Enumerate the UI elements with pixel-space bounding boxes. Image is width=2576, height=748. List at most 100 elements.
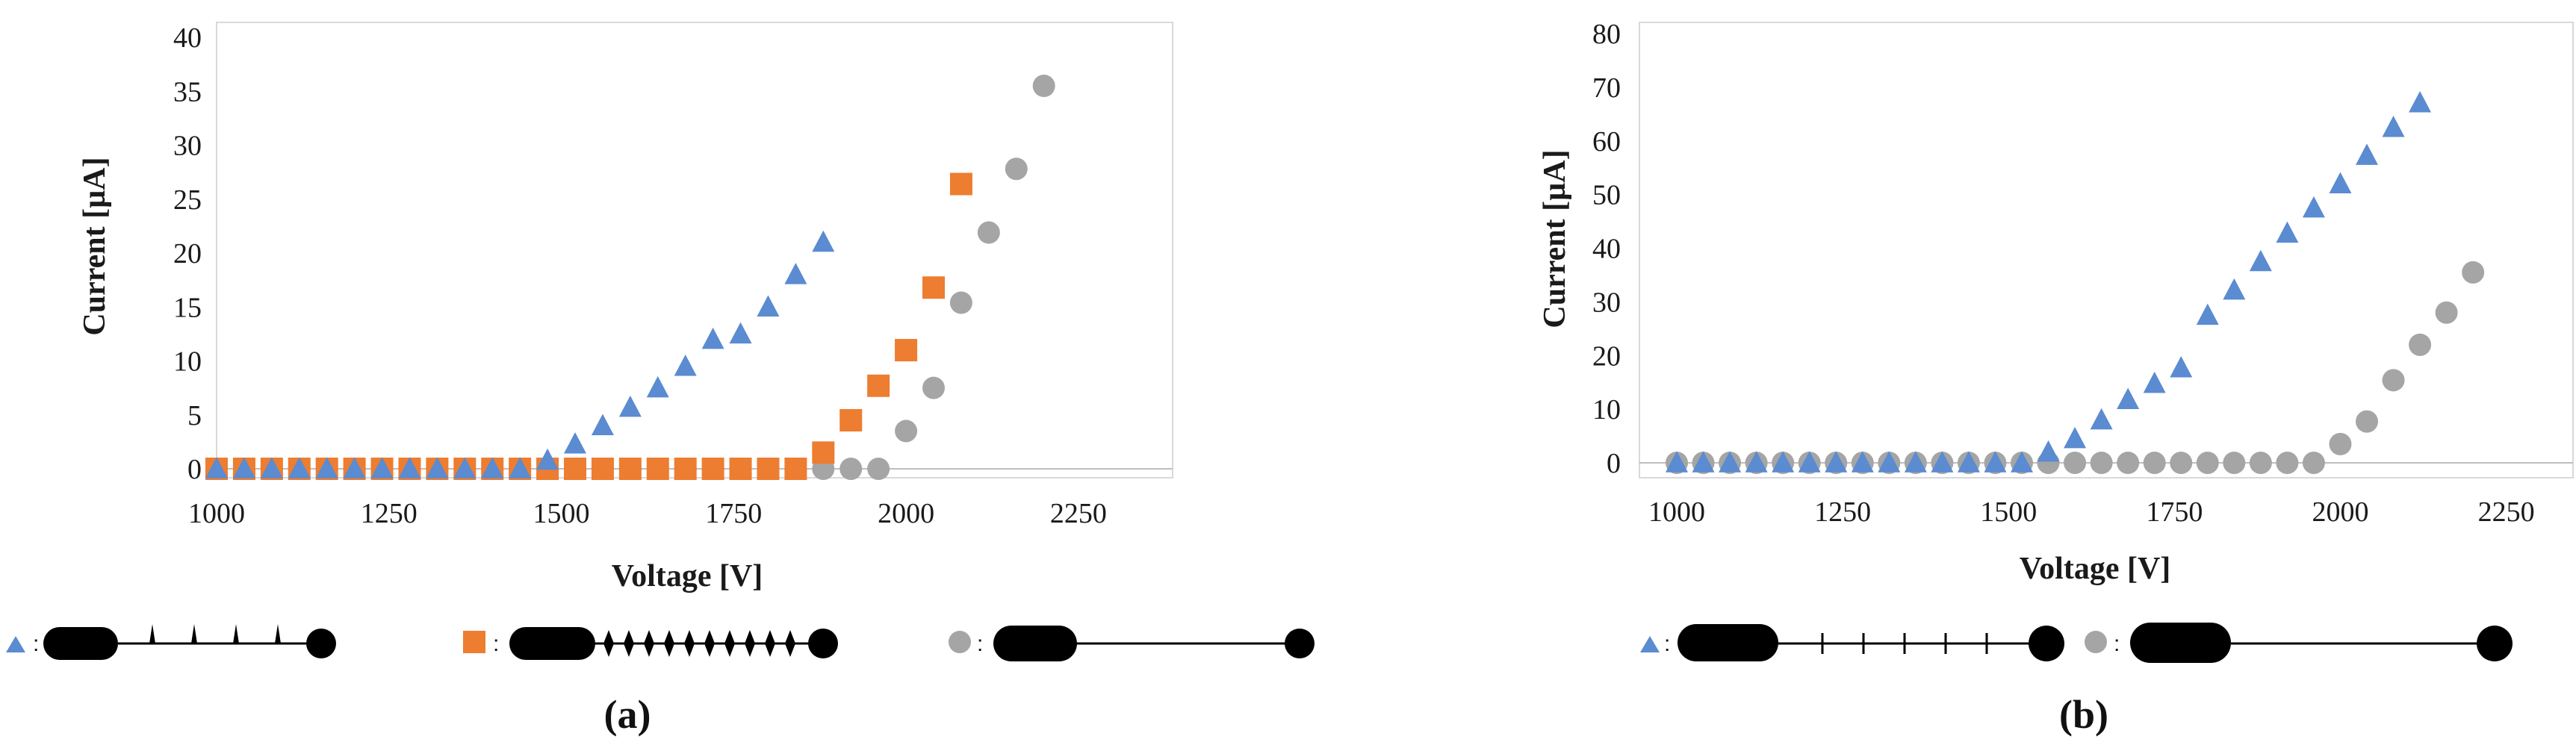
data-point-circle [2223,452,2246,474]
data-point-square [867,374,890,397]
data-point-circle [977,221,1000,244]
legend-a-glyph-1-body [43,627,118,660]
chart-a: 0 5 10 15 20 25 30 35 40 1000 1250 1500 1750 2000 225… [78,22,1173,737]
data-point-triangle [2196,303,2219,325]
data-point-triangle [2037,440,2060,462]
data-point-triangle [205,457,228,479]
chart-b-y-tick-label: 30 [1592,287,1621,318]
data-point-circle [2143,452,2166,474]
chart-b-x-tick-labels: 1000 1250 1500 1750 2000 2250 [1648,496,2535,528]
data-point-triangle [453,457,477,479]
data-point-triangle [2064,426,2087,449]
legend-a-glyph-2-beads [603,630,795,657]
legend-b-sep-2: : [2114,632,2120,656]
data-point-triangle [2011,451,2033,473]
legend-a-sep-1: : [33,632,39,656]
data-point-triangle [509,457,532,479]
data-point-triangle [784,263,807,284]
data-point-triangle [564,432,586,454]
data-point-triangle [1878,451,1901,473]
chart-a-x-tick-label: 2250 [1050,498,1107,529]
chart-b-y-tick-labels: 0 10 20 30 40 50 60 70 80 [1592,19,1621,479]
chart-a-y-tick-labels: 0 5 10 15 20 25 30 35 40 [173,22,202,485]
legend-a-glyph-2 [509,627,838,660]
legend-a-glyph-3 [993,626,1315,661]
legend-a-bead [684,630,695,657]
legend-a-glyph-2-body [509,627,595,660]
data-point-triangle [536,448,559,470]
data-point-circle [895,420,918,443]
chart-a-x-tick-label: 1750 [705,498,762,529]
chart-b-y-tick-label: 10 [1592,394,1621,426]
data-point-triangle [2409,90,2432,113]
data-point-square [674,458,697,480]
data-point-circle [2249,452,2272,474]
data-point-square [812,441,835,464]
chart-a-x-tick-labels: 1000 1250 1500 1750 2000 2250 [188,498,1107,529]
data-point-circle [2462,261,2485,284]
chart-a-y-tick-label: 40 [173,22,202,54]
legend-b-glyph-1 [1677,624,2064,661]
data-point-triangle [426,457,449,479]
chart-b-y-axis-title: Current [µA] [1538,149,1572,328]
data-point-circle [2170,452,2193,474]
data-point-triangle [2223,278,2246,300]
data-point-square [564,458,586,480]
legend-a-bead [785,630,795,657]
data-point-square [757,458,780,480]
chart-a-x-tick-label: 2000 [878,498,934,529]
data-point-triangle [1851,451,1874,473]
chart-a-x-tick-label: 1000 [188,498,245,529]
legend-b-sep-1: : [1664,632,1670,656]
legend-a-square-icon [463,631,485,653]
data-point-square [839,408,863,431]
chart-a-x-tick-label: 1250 [361,498,418,529]
chart-b-points [1666,90,2485,474]
data-point-triangle [674,354,697,376]
chart-b-y-tick-label: 50 [1592,180,1621,211]
panel-label-b: (b) [2059,692,2108,737]
legend-a-bead [603,630,614,657]
data-point-triangle [1745,451,1768,473]
chart-a-x-tick-label: 1500 [533,498,590,529]
data-point-triangle [398,457,421,479]
legend-a-glyph-1-end [306,629,336,658]
data-point-triangle [1825,451,1848,473]
data-point-triangle [2143,371,2166,393]
data-point-triangle [646,375,669,398]
chart-a-y-tick-label: 15 [173,292,202,323]
legend-a-sep-3: : [977,632,983,656]
legend-a-circle-icon [949,631,971,653]
chart-a-y-axis-title: Current [µA] [78,157,112,335]
data-point-circle [2329,432,2352,455]
data-point-circle [1032,75,1055,98]
data-point-triangle [1798,451,1821,473]
data-point-triangle [1666,451,1688,473]
data-point-triangle [315,457,338,479]
chart-a-points [205,75,1055,480]
chart-a-x-axis-title: Voltage [V] [612,559,763,593]
legend-a-glyph-2-end [808,629,838,658]
legend-a-glyph-1-spike [191,624,197,643]
chart-a-frame [216,22,1173,479]
legend-b-glyph-2-body [2130,623,2231,663]
panel-label-a: (a) [604,692,651,737]
legend-b-triangle-icon [1640,636,1660,652]
chart-b-x-tick-label: 1000 [1648,496,1705,528]
data-point-triangle [2356,143,2378,165]
legend-b-glyph-2 [2130,623,2513,663]
data-point-triangle [591,414,614,435]
legend-a-bead [664,630,674,657]
chart-b-y-tick-label: 70 [1592,72,1621,104]
data-point-triangle [729,322,752,344]
legend-a: : : : [6,624,1315,661]
chart-a-y-tick-label: 35 [173,76,202,107]
data-point-triangle [2090,408,2113,430]
chart-b-y-tick-label: 80 [1592,19,1621,50]
data-point-square [646,458,669,480]
data-point-circle [2064,452,2087,474]
legend-a-bead [745,630,755,657]
data-point-triangle [1957,451,1980,473]
legend-a-glyph-1-spike [275,624,281,643]
